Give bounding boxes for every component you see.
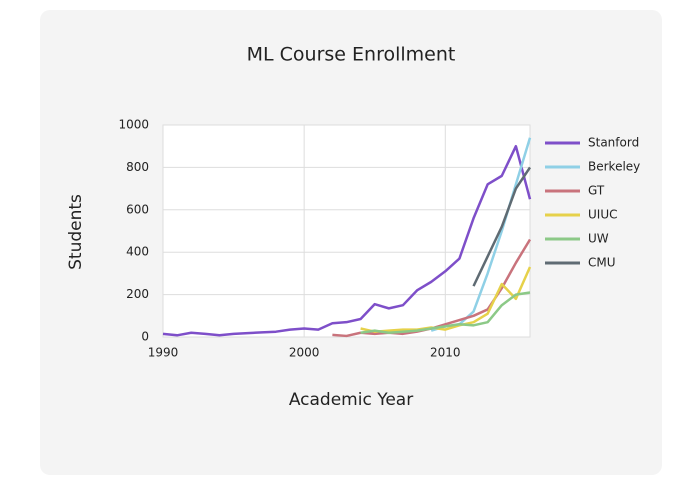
chart-title: ML Course Enrollment: [247, 44, 456, 66]
x-tick-label: 2010: [430, 346, 461, 360]
series-line: [472, 166, 532, 287]
legend-label: GT: [588, 184, 605, 198]
x-axis-label: Academic Year: [289, 390, 413, 410]
legend-label: Berkeley: [588, 160, 640, 174]
legend-label: Stanford: [588, 136, 639, 150]
x-tick-label: 1990: [148, 346, 179, 360]
y-tick-label: 600: [126, 202, 149, 216]
legend-label: UIUC: [588, 208, 617, 222]
y-tick-label: 200: [126, 287, 149, 301]
x-tick-label: 2000: [289, 346, 320, 360]
legend-label: CMU: [588, 256, 616, 270]
y-tick-label: 0: [141, 330, 149, 344]
legend-label: UW: [588, 232, 609, 246]
y-axis-label: Students: [66, 194, 86, 270]
y-tick-label: 800: [126, 160, 149, 174]
series-line: [360, 291, 531, 335]
y-tick-label: 1000: [118, 118, 149, 132]
series-line: [360, 266, 532, 333]
series-line: [162, 144, 532, 337]
y-tick-label: 400: [126, 245, 149, 259]
